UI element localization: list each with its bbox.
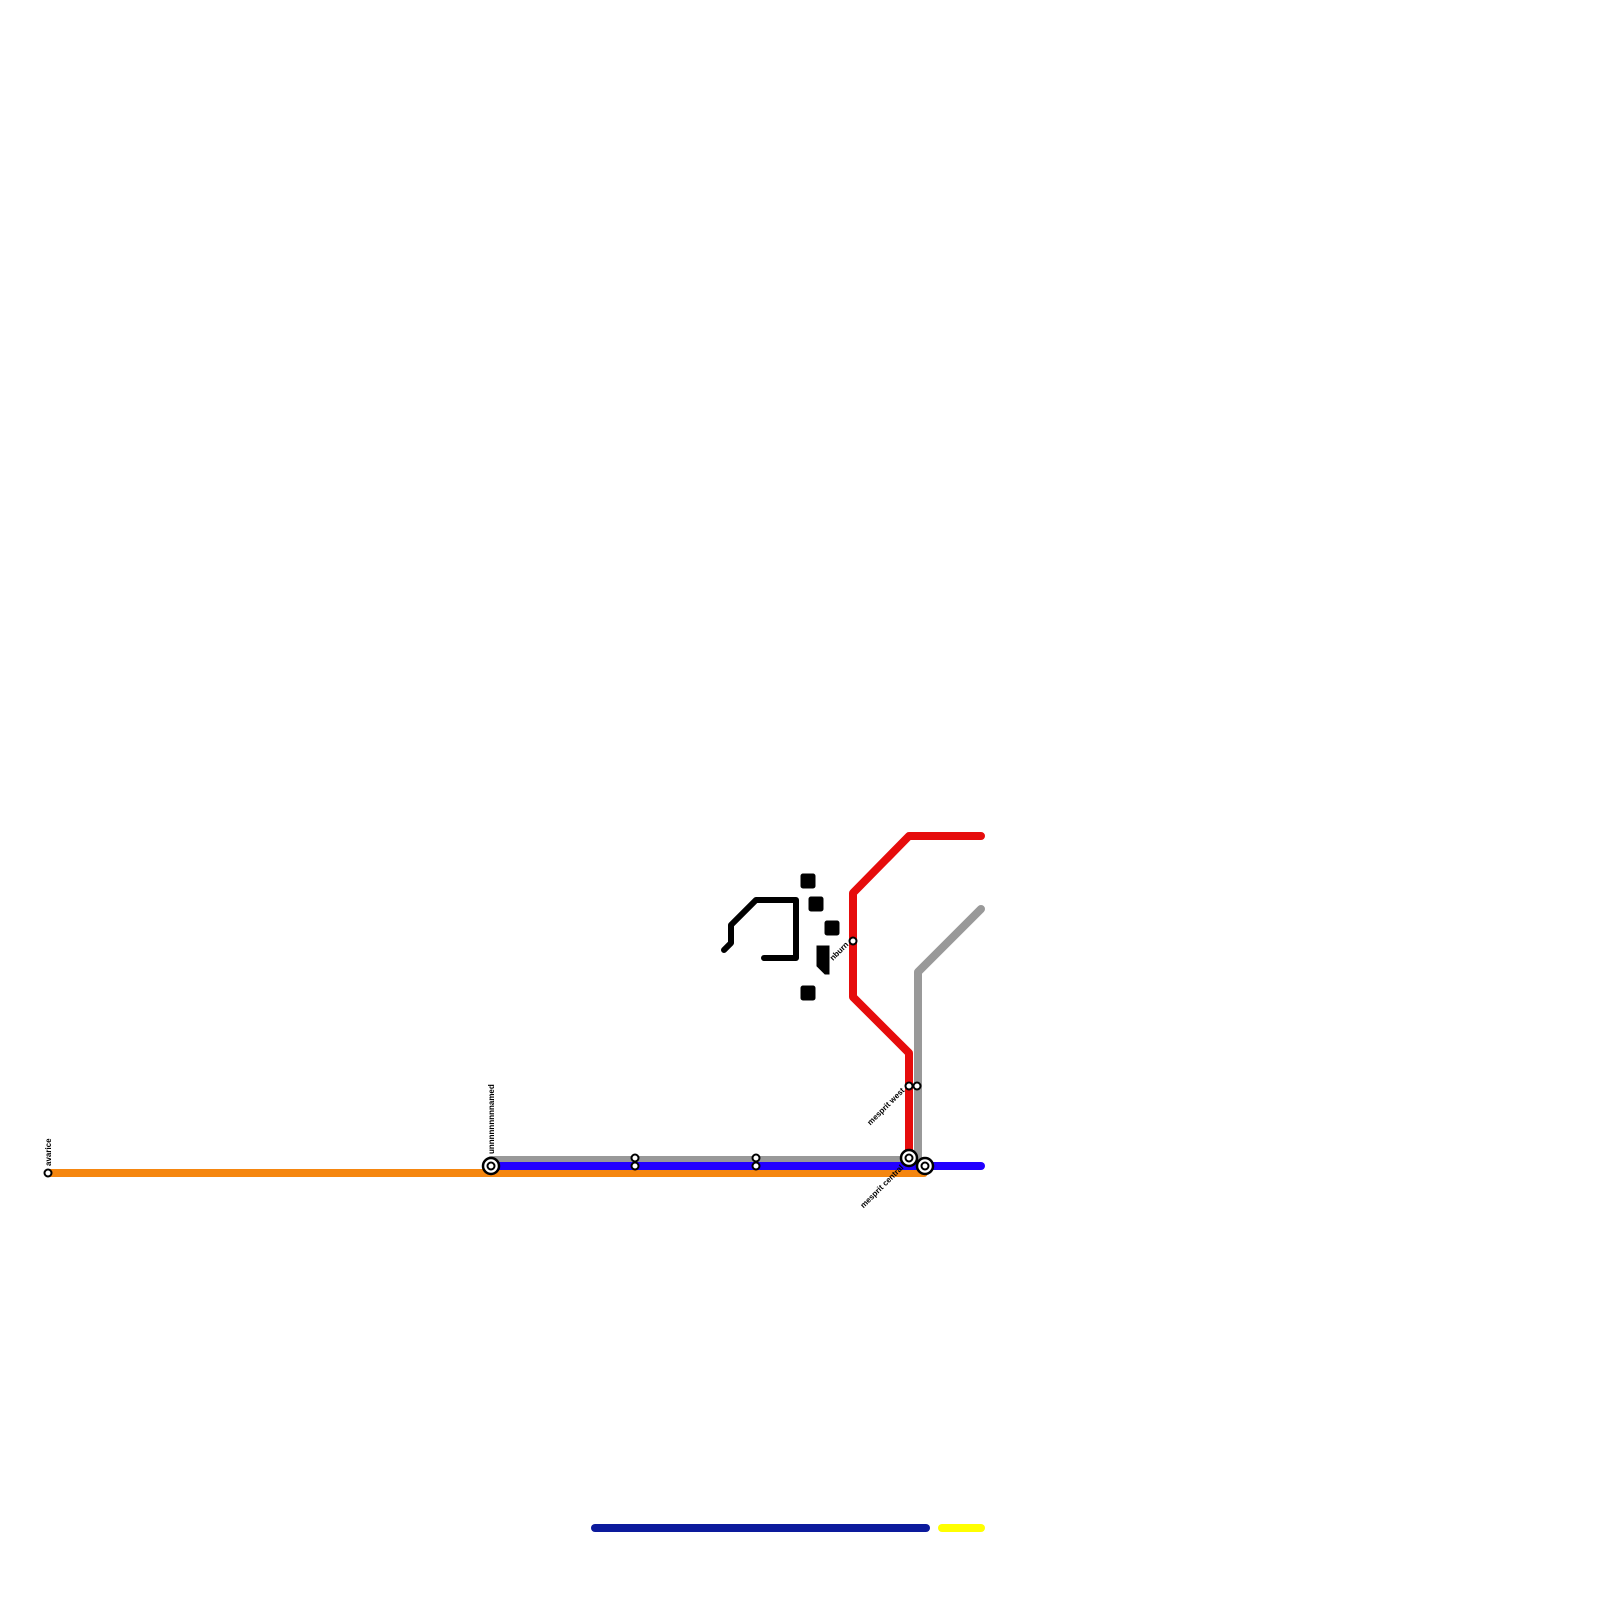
station-mesprit-east[interactable] [915, 1156, 935, 1176]
station-unnamed[interactable] [481, 1156, 501, 1176]
black-line[interactable] [721, 873, 840, 1001]
station-turnburn[interactable] [848, 936, 858, 946]
label-mesprit-west: mesprit west [865, 1086, 906, 1127]
label-turnburn: nburn [828, 940, 850, 962]
station-avarice[interactable] [43, 1168, 53, 1178]
station-mesprit-west[interactable] [904, 1081, 922, 1091]
label-avarice: avarice [44, 1138, 53, 1166]
grey-line[interactable] [487, 905, 985, 1164]
station-mesprit-central[interactable] [899, 1148, 919, 1168]
label-unnamed: unnnnnnnnnamed [487, 1084, 496, 1154]
station-intermediate-2[interactable] [751, 1153, 761, 1171]
station-intermediate-1[interactable] [630, 1153, 640, 1171]
